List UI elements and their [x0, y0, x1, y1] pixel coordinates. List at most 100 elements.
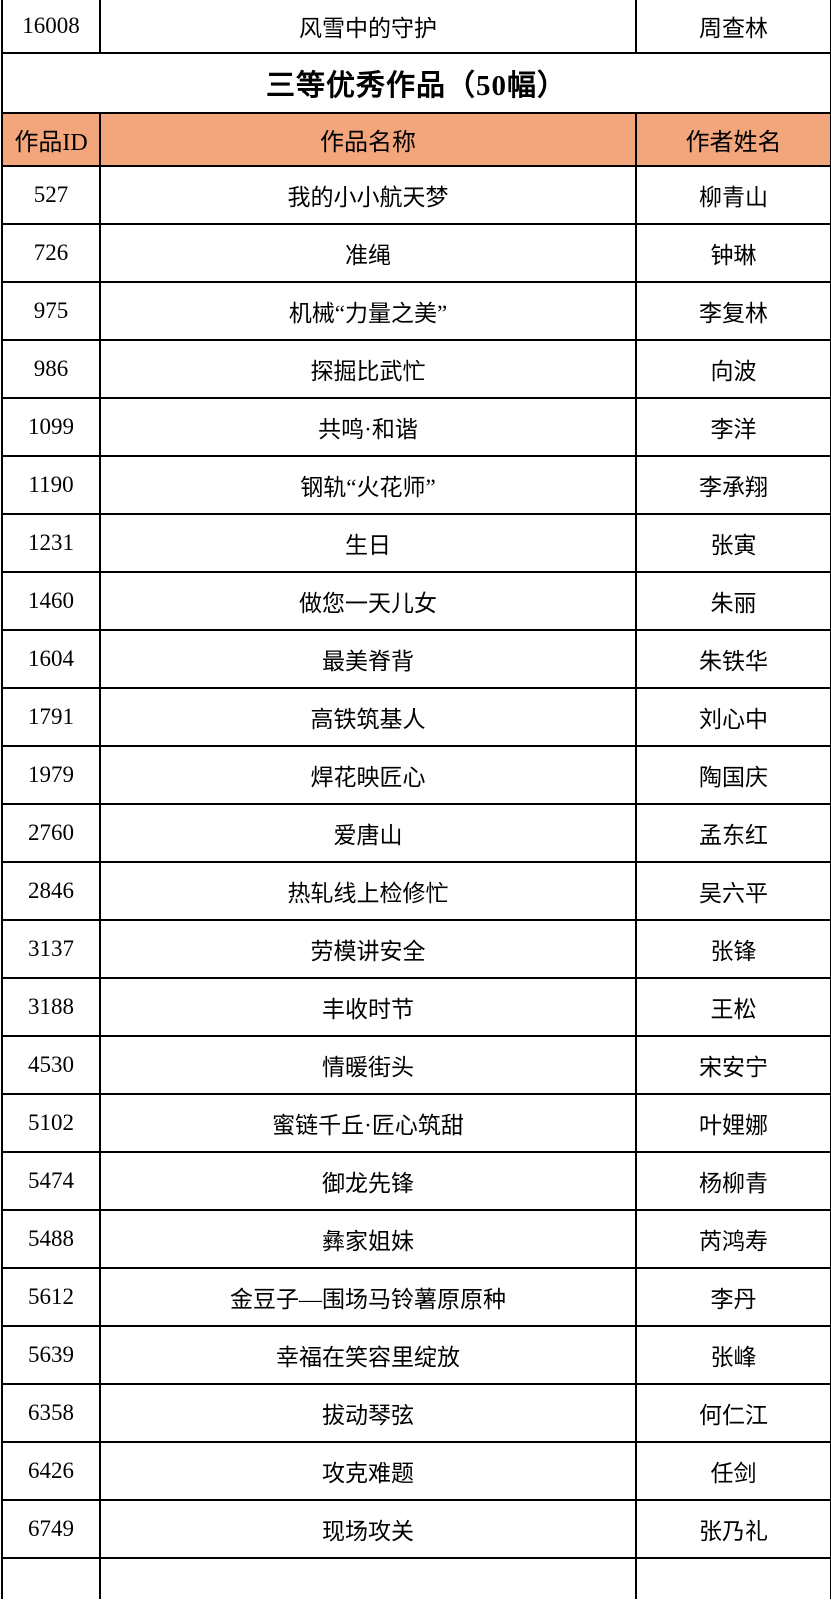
table-row: 527 我的小小航天梦 柳青山	[1, 165, 831, 225]
table-row: 1460 做您一天儿女 朱丽	[1, 571, 831, 631]
author-cell: 陶国庆	[635, 745, 831, 805]
work-name-cell: 拔动琴弦	[99, 1383, 637, 1443]
author-cell: 李丹	[635, 1267, 831, 1327]
work-name-cell: 最美脊背	[99, 629, 637, 689]
work-id-cell: 5102	[1, 1093, 101, 1153]
work-name-cell: 准绳	[99, 223, 637, 283]
table-row: 3188 丰收时节 王松	[1, 977, 831, 1037]
author-cell: 张乃礼	[635, 1499, 831, 1559]
work-name-cell: 共鸣·和谐	[99, 397, 637, 457]
author-cell: 张峰	[635, 1325, 831, 1385]
work-id-cell: 6426	[1, 1441, 101, 1501]
table-row: 2760 爱唐山 孟东红	[1, 803, 831, 863]
work-id-cell: 1460	[1, 571, 101, 631]
work-name-cell: 机械“力量之美”	[99, 281, 637, 341]
author-cell: 吴六平	[635, 861, 831, 921]
work-name-cell: 探掘比武忙	[99, 339, 637, 399]
work-name-cell: 热轧线上检修忙	[99, 861, 637, 921]
table-body: 527 我的小小航天梦 柳青山 726 准绳 钟琳 975 机械“力量之美” 李…	[1, 165, 831, 1559]
work-name-cell: 金豆子—围场马铃薯原原种	[99, 1267, 637, 1327]
table-row: 6358 拔动琴弦 何仁江	[1, 1383, 831, 1443]
author-cell: 何仁江	[635, 1383, 831, 1443]
table-row: 2846 热轧线上检修忙 吴六平	[1, 861, 831, 921]
work-id-cell: 986	[1, 339, 101, 399]
work-id-cell: 3188	[1, 977, 101, 1037]
work-id-cell: 6358	[1, 1383, 101, 1443]
table-row: 5102 蜜链千丘·匠心筑甜 叶娌娜	[1, 1093, 831, 1153]
table-row: 5488 彝家姐妹 芮鸿寿	[1, 1209, 831, 1269]
work-name-cell: 我的小小航天梦	[99, 165, 637, 225]
work-name-cell	[99, 1557, 637, 1599]
work-id-cell: 527	[1, 165, 101, 225]
table-row: 3137 劳模讲安全 张锋	[1, 919, 831, 979]
author-cell	[635, 1557, 831, 1599]
table-row: 1791 高铁筑基人 刘心中	[1, 687, 831, 747]
work-name-cell: 丰收时节	[99, 977, 637, 1037]
author-cell: 张锋	[635, 919, 831, 979]
table-row: 1604 最美脊背 朱铁华	[1, 629, 831, 689]
table-row: 726 准绳 钟琳	[1, 223, 831, 283]
author-cell: 宋安宁	[635, 1035, 831, 1095]
work-id-cell: 6749	[1, 1499, 101, 1559]
work-name-cell: 风雪中的守护	[99, 0, 637, 54]
work-id-cell: 5612	[1, 1267, 101, 1327]
table-row: 1099 共鸣·和谐 李洋	[1, 397, 831, 457]
work-id-cell: 5488	[1, 1209, 101, 1269]
table-row-cutoff	[1, 1557, 831, 1599]
table-row: 986 探掘比武忙 向波	[1, 339, 831, 399]
table-row: 4530 情暖街头 宋安宁	[1, 1035, 831, 1095]
author-cell: 李复林	[635, 281, 831, 341]
work-id-cell: 5639	[1, 1325, 101, 1385]
work-id-cell: 5474	[1, 1151, 101, 1211]
table-row: 5612 金豆子—围场马铃薯原原种 李丹	[1, 1267, 831, 1327]
author-cell: 任剑	[635, 1441, 831, 1501]
author-cell: 钟琳	[635, 223, 831, 283]
author-cell: 刘心中	[635, 687, 831, 747]
section-title: 三等优秀作品（50幅）	[1, 52, 831, 114]
work-id-cell: 2846	[1, 861, 101, 921]
work-id-cell: 2760	[1, 803, 101, 863]
table-row: 5639 幸福在笑容里绽放 张峰	[1, 1325, 831, 1385]
work-name-cell: 现场攻关	[99, 1499, 637, 1559]
work-name-cell: 焊花映匠心	[99, 745, 637, 805]
table-row: 1231 生日 张寅	[1, 513, 831, 573]
table-row: 6426 攻克难题 任剑	[1, 1441, 831, 1501]
work-name-cell: 做您一天儿女	[99, 571, 637, 631]
author-cell: 杨柳青	[635, 1151, 831, 1211]
work-id-cell: 1099	[1, 397, 101, 457]
work-name-cell: 攻克难题	[99, 1441, 637, 1501]
table-row: 1190 钢轨“火花师” 李承翔	[1, 455, 831, 515]
work-name-cell: 御龙先锋	[99, 1151, 637, 1211]
author-cell: 张寅	[635, 513, 831, 573]
column-header-id: 作品ID	[1, 112, 101, 167]
author-cell: 朱丽	[635, 571, 831, 631]
work-id-cell	[1, 1557, 101, 1599]
work-name-cell: 劳模讲安全	[99, 919, 637, 979]
work-name-cell: 高铁筑基人	[99, 687, 637, 747]
author-cell: 李洋	[635, 397, 831, 457]
column-header-row: 作品ID 作品名称 作者姓名	[1, 112, 831, 167]
work-id-cell: 1791	[1, 687, 101, 747]
section-title-row: 三等优秀作品（50幅）	[1, 52, 831, 114]
table-row: 975 机械“力量之美” 李复林	[1, 281, 831, 341]
work-id-cell: 1979	[1, 745, 101, 805]
work-name-cell: 蜜链千丘·匠心筑甜	[99, 1093, 637, 1153]
author-cell: 朱铁华	[635, 629, 831, 689]
author-cell: 孟东红	[635, 803, 831, 863]
author-cell: 叶娌娜	[635, 1093, 831, 1153]
author-cell: 向波	[635, 339, 831, 399]
work-name-cell: 幸福在笑容里绽放	[99, 1325, 637, 1385]
work-id-cell: 1190	[1, 455, 101, 515]
author-cell: 周查林	[635, 0, 831, 54]
work-name-cell: 钢轨“火花师”	[99, 455, 637, 515]
table-row: 1979 焊花映匠心 陶国庆	[1, 745, 831, 805]
column-header-name: 作品名称	[99, 112, 637, 167]
work-id-cell: 16008	[1, 0, 101, 54]
work-id-cell: 1231	[1, 513, 101, 573]
author-cell: 芮鸿寿	[635, 1209, 831, 1269]
author-cell: 李承翔	[635, 455, 831, 515]
author-cell: 柳青山	[635, 165, 831, 225]
table-row: 5474 御龙先锋 杨柳青	[1, 1151, 831, 1211]
